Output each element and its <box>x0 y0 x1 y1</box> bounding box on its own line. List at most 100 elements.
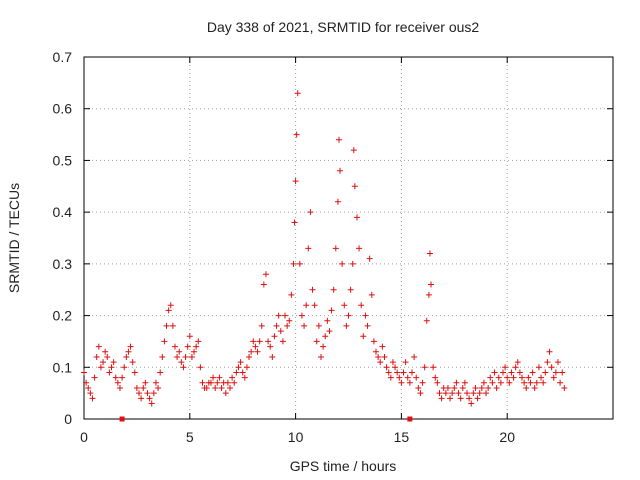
data-point <box>121 364 128 371</box>
data-point <box>478 384 485 391</box>
data-point <box>426 250 433 257</box>
data-point <box>207 379 214 386</box>
data-point <box>322 333 329 340</box>
data-point <box>466 395 473 402</box>
data-point <box>87 390 94 397</box>
data-point <box>531 384 538 391</box>
data-point <box>411 353 418 360</box>
data-point <box>444 384 451 391</box>
data-point <box>197 364 204 371</box>
data-point <box>237 359 244 366</box>
data-point <box>561 384 568 391</box>
y-tick-label: 0.2 <box>53 308 73 324</box>
data-point <box>430 364 437 371</box>
data-point <box>116 384 123 391</box>
data-point <box>282 312 289 319</box>
data-point <box>497 379 504 386</box>
data-point <box>544 359 551 366</box>
data-point <box>546 348 553 355</box>
data-point <box>413 374 420 381</box>
data-point <box>309 286 316 293</box>
data-point <box>81 369 87 376</box>
data-point <box>368 291 375 298</box>
data-point <box>472 384 479 391</box>
data-point <box>559 369 566 376</box>
data-point <box>326 328 333 335</box>
data-point <box>290 260 297 267</box>
data-point <box>102 348 109 355</box>
data-point <box>214 379 221 386</box>
data-point <box>227 384 234 391</box>
data-point <box>337 167 344 174</box>
data-point <box>231 379 238 386</box>
data-point <box>279 338 286 345</box>
data-point <box>339 260 346 267</box>
data-point <box>334 198 341 205</box>
data-point <box>315 322 322 329</box>
data-point <box>93 353 100 360</box>
data-point <box>489 379 496 386</box>
data-point <box>468 400 475 407</box>
data-point <box>301 322 308 329</box>
data-point <box>347 286 354 293</box>
data-point <box>516 369 523 376</box>
data-point <box>406 379 413 386</box>
y-tick-label: 0.1 <box>53 359 73 375</box>
data-point <box>85 384 92 391</box>
data-point <box>538 374 545 381</box>
data-point <box>123 353 130 360</box>
x-tick-label: 10 <box>288 429 304 445</box>
data-point <box>119 374 126 381</box>
data-point <box>262 271 269 278</box>
data-gap-markers <box>119 416 413 422</box>
data-point <box>491 369 498 376</box>
data-point <box>423 317 430 324</box>
data-point <box>241 374 248 381</box>
data-point <box>91 374 98 381</box>
data-point <box>258 322 265 329</box>
data-point <box>235 364 242 371</box>
data-point <box>400 369 407 376</box>
gap-marker <box>407 416 413 422</box>
data-point <box>453 379 460 386</box>
data-point <box>110 359 117 366</box>
data-point <box>396 374 403 381</box>
data-point <box>502 364 509 371</box>
plot-frame <box>83 56 614 420</box>
data-point <box>233 369 240 376</box>
data-point <box>203 384 210 391</box>
data-point <box>415 384 422 391</box>
data-point <box>129 359 136 366</box>
data-point <box>447 395 454 402</box>
data-point <box>383 364 390 371</box>
data-point <box>273 322 280 329</box>
data-point <box>133 384 140 391</box>
data-point <box>89 395 96 402</box>
data-point <box>142 379 149 386</box>
data-point <box>455 390 462 397</box>
data-point <box>125 348 132 355</box>
data-point <box>351 183 358 190</box>
data-point <box>330 286 337 293</box>
x-tick-label: 0 <box>80 429 88 445</box>
data-point <box>286 317 293 324</box>
data-point <box>521 379 528 386</box>
data-point <box>186 333 193 340</box>
data-point <box>483 390 490 397</box>
data-point <box>349 260 356 267</box>
data-point <box>174 353 181 360</box>
data-point <box>461 379 468 386</box>
data-point <box>554 359 561 366</box>
data-point <box>95 343 102 350</box>
data-point <box>506 379 513 386</box>
data-point <box>356 245 363 252</box>
data-point <box>83 379 90 386</box>
data-point <box>328 307 335 314</box>
data-point <box>260 281 267 288</box>
data-point <box>224 379 231 386</box>
data-point <box>523 384 530 391</box>
data-point <box>434 379 441 386</box>
data-point <box>436 390 443 397</box>
data-point <box>269 353 276 360</box>
data-point <box>298 312 305 319</box>
